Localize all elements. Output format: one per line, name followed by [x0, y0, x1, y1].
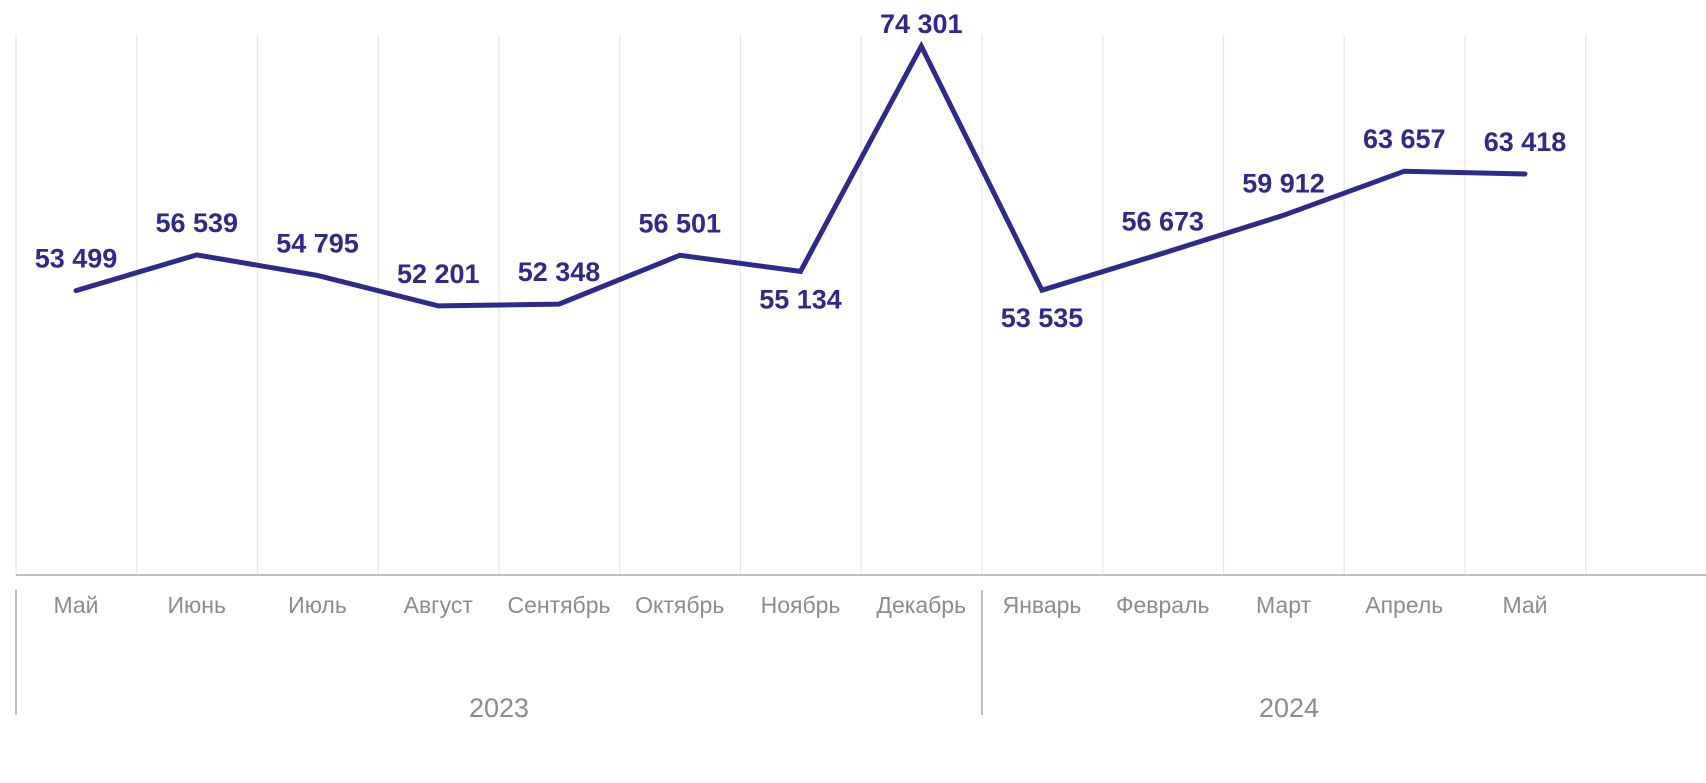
- data-label: 63 657: [1363, 124, 1446, 154]
- data-label: 56 539: [155, 208, 238, 238]
- x-tick-label: Октябрь: [635, 592, 724, 618]
- series-group: [73, 40, 1528, 309]
- series-line: [73, 40, 1528, 309]
- x-tick-label: Май: [53, 592, 98, 618]
- year-label: 2023: [469, 693, 529, 723]
- x-tick-label: Июль: [288, 592, 347, 618]
- x-tick-label: Сентябрь: [507, 592, 610, 618]
- data-label: 54 795: [276, 228, 359, 258]
- data-label: 52 348: [518, 257, 601, 287]
- data-label: 59 912: [1242, 168, 1325, 198]
- x-tick-label: Июнь: [168, 592, 226, 618]
- x-tick-label: Февраль: [1116, 592, 1209, 618]
- x-tick-label: Март: [1256, 592, 1311, 618]
- x-tick-label: Апрель: [1365, 592, 1443, 618]
- data-label: 55 134: [759, 284, 842, 314]
- x-tick-label: Январь: [1003, 592, 1082, 618]
- data-label: 56 501: [638, 208, 721, 238]
- data-label: 56 673: [1121, 206, 1204, 236]
- data-label: 53 499: [35, 244, 118, 274]
- year-labels: 2023 2024: [469, 693, 1319, 723]
- data-label: 53 535: [1001, 303, 1084, 333]
- x-tick-label: Август: [404, 592, 474, 618]
- x-tick-label: Май: [1502, 592, 1547, 618]
- data-label: 74 301: [880, 9, 963, 39]
- x-tick-labels: Май Июнь Июль Август Сентябрь Октябрь Ноябрь Де…: [53, 592, 1547, 618]
- x-tick-label: Ноябрь: [761, 592, 841, 618]
- x-tick-label: Декабрь: [876, 592, 966, 618]
- data-label: 63 418: [1484, 127, 1567, 157]
- year-separators: [15, 590, 983, 715]
- year-label: 2024: [1259, 693, 1319, 723]
- data-label: 52 201: [397, 259, 480, 289]
- data-labels: 53 499 56 539 54 795 52 201 52 348 56 501 55 1…: [35, 9, 1567, 333]
